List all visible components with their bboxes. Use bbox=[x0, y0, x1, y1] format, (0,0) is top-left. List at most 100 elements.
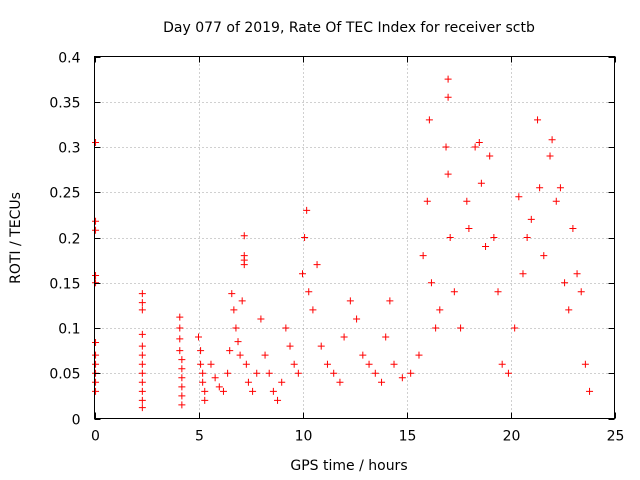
data-point bbox=[305, 288, 313, 296]
data-point bbox=[365, 360, 373, 368]
data-point bbox=[471, 143, 479, 151]
data-point bbox=[211, 374, 219, 382]
data-point bbox=[556, 184, 564, 192]
data-point bbox=[138, 306, 146, 314]
data-point bbox=[419, 252, 427, 260]
data-point bbox=[442, 143, 450, 151]
data-point bbox=[138, 378, 146, 386]
y-tick-label: 0.3 bbox=[58, 141, 80, 157]
data-point bbox=[498, 360, 506, 368]
data-point bbox=[234, 338, 242, 346]
data-point bbox=[265, 369, 273, 377]
x-tick-label: 5 bbox=[195, 429, 204, 445]
data-point bbox=[494, 288, 502, 296]
y-tick-label: 0.4 bbox=[58, 51, 80, 67]
x-tick-label: 20 bbox=[503, 429, 521, 445]
data-point bbox=[390, 360, 398, 368]
data-point bbox=[178, 383, 186, 391]
x-tick-label: 15 bbox=[399, 429, 417, 445]
data-point bbox=[432, 324, 440, 332]
data-point bbox=[340, 333, 348, 341]
data-point bbox=[336, 378, 344, 386]
data-point bbox=[444, 170, 452, 178]
data-point bbox=[178, 374, 186, 382]
x-tick-labels: 0 5 10 15 20 25 bbox=[91, 429, 624, 445]
data-point bbox=[138, 299, 146, 307]
data-point bbox=[511, 324, 519, 332]
data-point bbox=[330, 369, 338, 377]
data-point bbox=[178, 401, 186, 409]
data-point bbox=[138, 360, 146, 368]
data-point bbox=[269, 387, 277, 395]
data-point bbox=[407, 369, 415, 377]
data-point bbox=[92, 338, 100, 346]
grid bbox=[94, 56, 615, 419]
data-point bbox=[282, 324, 290, 332]
data-point bbox=[240, 232, 248, 240]
axis-ticks bbox=[94, 56, 616, 420]
data-point bbox=[178, 356, 186, 364]
data-point bbox=[294, 369, 302, 377]
data-point bbox=[586, 387, 594, 395]
data-point bbox=[236, 351, 244, 359]
data-point bbox=[573, 270, 581, 278]
data-point bbox=[534, 116, 542, 124]
data-point bbox=[138, 369, 146, 377]
data-point bbox=[475, 138, 483, 146]
chart-title: Day 077 of 2019, Rate Of TEC Index for r… bbox=[163, 20, 535, 36]
data-point bbox=[178, 365, 186, 373]
data-point bbox=[519, 270, 527, 278]
y-tick-label: 0.25 bbox=[49, 186, 80, 202]
data-point bbox=[138, 387, 146, 395]
data-point bbox=[465, 224, 473, 232]
data-point bbox=[92, 360, 100, 368]
data-point bbox=[240, 261, 248, 269]
data-point bbox=[92, 226, 100, 234]
data-point bbox=[138, 404, 146, 412]
data-point bbox=[92, 351, 100, 359]
data-point bbox=[359, 351, 367, 359]
data-point bbox=[536, 184, 544, 192]
data-point bbox=[490, 234, 498, 241]
y-tick-label: 0.15 bbox=[49, 277, 80, 293]
data-point bbox=[427, 279, 435, 287]
data-point bbox=[382, 333, 390, 341]
data-point bbox=[228, 290, 236, 298]
data-point bbox=[299, 270, 306, 278]
data-point bbox=[552, 197, 560, 205]
y-tick-labels: 0 0.05 0.1 0.15 0.2 0.25 0.3 0.35 0.4 bbox=[49, 51, 80, 429]
y-axis-title: ROTI / TECUs bbox=[8, 192, 24, 284]
y-tick-label: 0.05 bbox=[49, 367, 80, 383]
data-point bbox=[457, 324, 465, 332]
data-point bbox=[201, 396, 209, 404]
data-point bbox=[482, 243, 490, 251]
data-point bbox=[477, 179, 485, 187]
data-point bbox=[446, 234, 454, 241]
data-point bbox=[226, 347, 234, 355]
data-point bbox=[176, 324, 184, 332]
data-point bbox=[561, 279, 569, 287]
y-tick-label: 0.1 bbox=[58, 322, 80, 338]
data-point bbox=[309, 306, 317, 314]
data-point bbox=[286, 342, 294, 350]
x-tick-label: 10 bbox=[295, 429, 313, 445]
y-tick-label: 0 bbox=[72, 413, 81, 429]
data-point bbox=[290, 360, 298, 368]
x-axis-title: GPS time / hours bbox=[290, 458, 407, 474]
data-point bbox=[415, 351, 423, 359]
data-point bbox=[238, 297, 246, 305]
data-point bbox=[278, 378, 286, 386]
y-tick-label: 0.35 bbox=[49, 96, 80, 112]
data-point bbox=[423, 197, 431, 205]
data-point bbox=[548, 136, 556, 144]
data-point bbox=[353, 315, 361, 323]
data-point bbox=[444, 93, 452, 101]
data-point bbox=[257, 315, 265, 323]
data-point bbox=[92, 272, 100, 280]
data-point bbox=[138, 396, 146, 404]
data-point bbox=[581, 360, 589, 368]
data-point bbox=[92, 378, 100, 386]
data-point bbox=[303, 206, 311, 214]
data-point bbox=[138, 342, 146, 350]
x-tick-label: 0 bbox=[91, 429, 100, 445]
